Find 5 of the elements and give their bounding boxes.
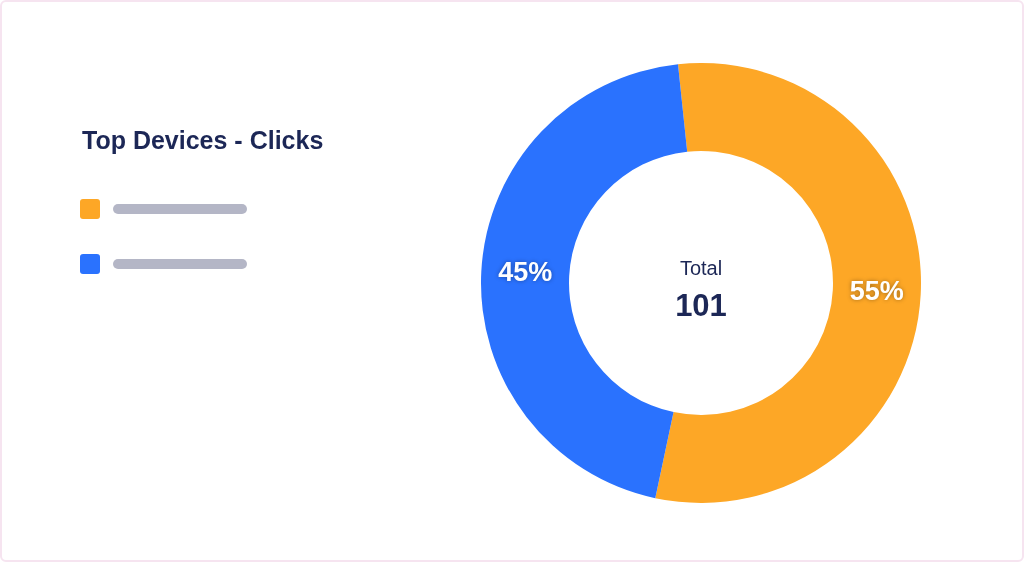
text: Total xyxy=(678,257,724,280)
data-label: 55% xyxy=(849,275,904,306)
text: Top Devices - Clicks xyxy=(82,126,324,155)
data-label: 45% xyxy=(498,257,553,288)
text: 101 xyxy=(674,288,728,324)
